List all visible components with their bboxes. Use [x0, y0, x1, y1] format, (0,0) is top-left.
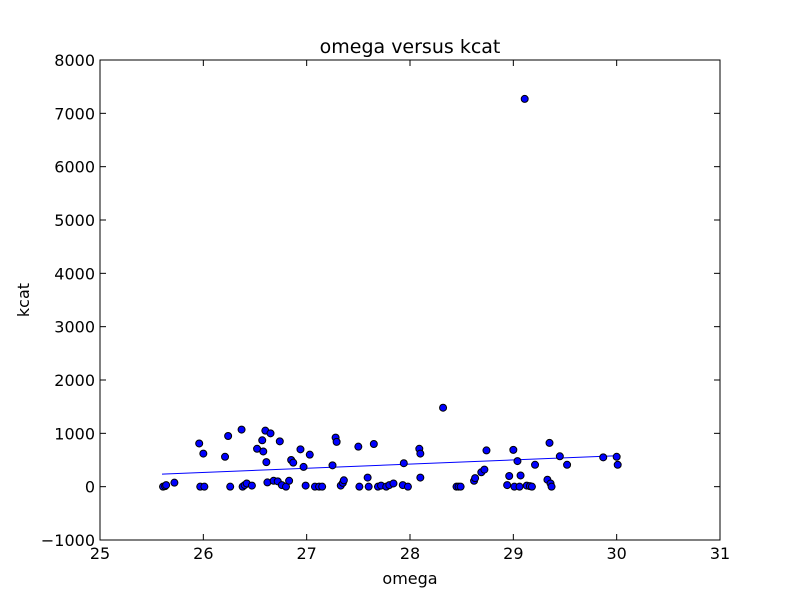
y-tick-label: 7000	[54, 104, 95, 123]
data-point	[363, 473, 372, 482]
data-point	[258, 436, 267, 445]
data-point	[471, 474, 480, 483]
data-point	[613, 460, 622, 469]
y-tick-label: −1000	[41, 531, 95, 550]
data-point	[318, 482, 327, 491]
y-tick-label: 3000	[54, 318, 95, 337]
data-point	[299, 462, 308, 471]
data-point	[237, 425, 246, 434]
data-point	[480, 465, 489, 474]
x-tick-label: 29	[503, 544, 523, 563]
data-point	[275, 437, 284, 446]
data-point	[339, 476, 348, 485]
y-axis-label: kcat	[14, 283, 33, 317]
data-point	[482, 446, 491, 455]
data-point	[170, 478, 179, 487]
data-point	[505, 472, 514, 480]
data-point	[527, 482, 536, 491]
data-point	[262, 458, 271, 467]
data-point	[354, 442, 363, 451]
data-point	[531, 460, 540, 469]
data-point	[520, 94, 529, 103]
data-point	[509, 445, 518, 454]
data-point	[545, 438, 554, 447]
data-point	[364, 482, 373, 491]
data-points-layer	[159, 94, 622, 491]
x-tick-label: 30	[606, 544, 626, 563]
y-tick-label: 5000	[54, 211, 95, 230]
data-point	[547, 482, 556, 491]
data-point	[599, 453, 608, 462]
data-point	[305, 450, 314, 459]
data-point	[612, 452, 621, 461]
y-tick-label: 6000	[54, 158, 95, 177]
x-tick-label: 31	[710, 544, 730, 563]
data-point	[399, 459, 408, 468]
y-tick-label: 1000	[54, 424, 95, 443]
data-point	[328, 461, 337, 470]
data-point	[266, 429, 275, 438]
data-point	[416, 473, 425, 482]
y-tick-label: 8000	[54, 51, 95, 70]
fit-line	[161, 455, 617, 475]
data-point	[162, 481, 171, 490]
y-axis-ticks: −1000 0 1000 2000 3000 4000 5000 6000 7000 8000	[41, 51, 720, 550]
data-point	[416, 449, 425, 458]
x-axis-label: omega	[382, 569, 437, 588]
data-point	[513, 457, 522, 466]
data-point	[355, 482, 364, 491]
data-point	[285, 476, 294, 485]
data-point	[200, 482, 209, 491]
plot-area	[100, 60, 720, 540]
x-axis-ticks: 25 26 27 28 29 30 31	[90, 60, 730, 563]
data-point	[389, 479, 398, 488]
chart-title: omega versus kcat	[320, 36, 501, 58]
data-point	[296, 445, 305, 454]
data-point	[555, 452, 564, 461]
data-point	[516, 471, 525, 480]
data-point	[289, 458, 298, 467]
data-point	[332, 437, 341, 446]
data-point	[247, 481, 256, 490]
x-tick-label: 26	[193, 544, 213, 563]
data-point	[439, 403, 448, 412]
y-tick-label: 0	[85, 478, 95, 497]
x-tick-label: 27	[296, 544, 316, 563]
data-point	[456, 482, 465, 491]
data-point	[221, 452, 230, 461]
x-tick-label: 25	[90, 544, 110, 563]
data-point	[226, 482, 235, 491]
data-point	[224, 432, 233, 440]
x-tick-label: 28	[400, 544, 420, 563]
y-tick-label: 4000	[54, 264, 95, 283]
data-point	[195, 439, 204, 448]
data-point	[259, 447, 268, 456]
data-point	[369, 440, 378, 448]
data-point	[563, 460, 572, 469]
fit-line-layer	[161, 455, 617, 475]
data-point	[301, 481, 310, 490]
y-tick-label: 2000	[54, 371, 95, 390]
data-point	[403, 482, 412, 491]
data-point	[199, 449, 208, 458]
data-point	[503, 481, 512, 490]
data-point	[515, 482, 524, 491]
